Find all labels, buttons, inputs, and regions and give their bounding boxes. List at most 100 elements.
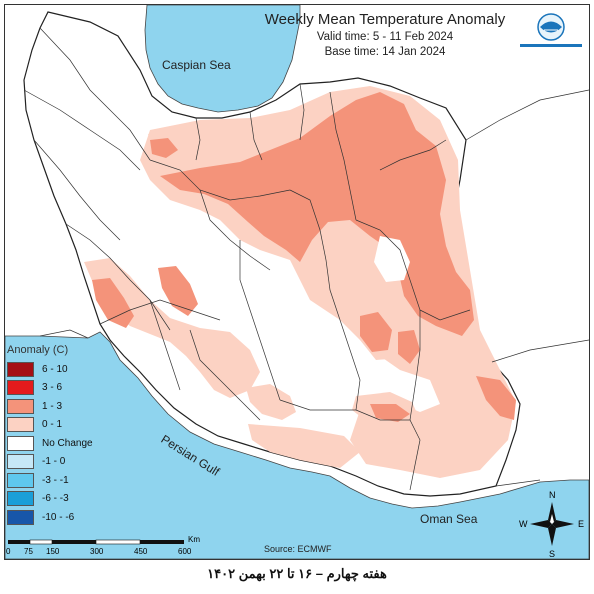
legend: Anomaly (C) 6 - 10 3 - 6 1 - 3 0 - 1 No Chan…	[7, 344, 107, 527]
neighbor-border	[465, 89, 590, 141]
province-border	[409, 310, 421, 421]
compass-rose: N S E W	[519, 490, 584, 559]
compass-west: W	[519, 519, 528, 529]
legend-swatch	[7, 509, 34, 525]
anomaly-zones	[84, 86, 516, 478]
neighbor-borders	[39, 89, 590, 487]
caspian-sea	[144, 4, 301, 113]
scale-tick-label: 0	[6, 547, 11, 556]
province-border	[195, 117, 201, 161]
province-border	[355, 409, 421, 491]
legend-label: 6 - 10	[42, 363, 68, 375]
caspian-sea-label: Caspian Sea	[162, 58, 231, 72]
base-time: Base time: 14 Jan 2024	[324, 46, 446, 58]
scale-segment	[52, 540, 96, 544]
compass-north: N	[549, 490, 556, 500]
neighbor-border	[495, 479, 541, 487]
scale-tick-label: 75	[24, 547, 33, 556]
source-label: Source: ECMWF	[264, 544, 332, 554]
footer-caption: هفته چهارم – ۱۶ تا ۲۲ بهمن ۱۴۰۲	[207, 566, 387, 581]
anomaly-zone-1-3	[150, 138, 178, 158]
compass-south: S	[549, 549, 555, 559]
province-border	[149, 299, 181, 391]
province-border	[149, 159, 291, 201]
compass-needle	[552, 520, 574, 528]
legend-label: -3 - -1	[42, 474, 69, 486]
province-border	[329, 91, 357, 221]
legend-items: 6 - 10 3 - 6 1 - 3 0 - 1 No Change -1 - 0 -3 -…	[7, 360, 107, 527]
province-border	[279, 399, 356, 411]
legend-swatch	[7, 417, 34, 433]
logo-icon	[520, 13, 582, 47]
compass-needle	[548, 502, 556, 524]
anomaly-zone-1-3	[398, 330, 420, 364]
scale-tick-label: 600	[178, 547, 192, 556]
compass-east: E	[578, 519, 584, 529]
legend-label: 1 - 3	[42, 400, 63, 412]
province-border	[379, 139, 447, 171]
province-border	[299, 83, 305, 141]
map-title: Weekly Mean Temperature Anomaly	[264, 11, 506, 28]
anomaly-zone-1-3	[92, 278, 134, 328]
legend-item: 0 - 1	[7, 416, 107, 435]
anomaly-zone-1-3	[370, 404, 410, 422]
province-border	[419, 309, 471, 321]
scale-tick-label: 450	[134, 547, 148, 556]
province-border	[33, 139, 121, 241]
no-change-area	[374, 236, 410, 282]
legend-swatch	[7, 361, 34, 377]
legend-item: No Change	[7, 434, 107, 453]
legend-swatch	[7, 398, 34, 414]
legend-swatch	[7, 380, 34, 396]
scale-tick-label: 150	[46, 547, 60, 556]
valid-time: Valid time: 5 - 11 Feb 2024	[316, 31, 454, 43]
legend-swatch	[7, 472, 34, 488]
legend-label: No Change	[42, 437, 93, 449]
legend-label: -1 - 0	[42, 456, 66, 468]
oman-sea-label: Oman Sea	[420, 512, 478, 526]
map-frame	[4, 4, 590, 560]
legend-item: 6 - 10	[7, 360, 107, 379]
no-change-area	[214, 252, 252, 282]
legend-item: -6 - -3	[7, 490, 107, 509]
legend-item: -1 - 0	[7, 453, 107, 472]
legend-item: 1 - 3	[7, 397, 107, 416]
province-border	[249, 111, 263, 161]
legend-item: 3 - 6	[7, 379, 107, 398]
anomaly-zone-0-1	[248, 424, 360, 468]
neighbor-border	[491, 339, 590, 363]
province-border	[23, 89, 141, 171]
legend-item: -10 - -6	[7, 508, 107, 527]
scale-segment	[140, 540, 184, 544]
province-border	[99, 299, 221, 325]
institute-logo	[516, 12, 586, 54]
anomaly-zone-0-1	[84, 258, 260, 398]
province-border	[325, 259, 361, 411]
legend-swatch	[7, 454, 34, 470]
province-border	[189, 329, 261, 421]
legend-label: -10 - -6	[42, 511, 75, 523]
province-border	[65, 223, 171, 331]
province-border	[199, 189, 271, 271]
scale-bar: 0 75 150 300 450 600 Km	[6, 535, 200, 556]
legend-title: Anomaly (C)	[7, 344, 69, 356]
compass-needle	[530, 520, 552, 528]
scale-tick-label: 300	[90, 547, 104, 556]
legend-label: 3 - 6	[42, 382, 63, 394]
anomaly-zone-0-1	[246, 384, 296, 420]
legend-label: 0 - 1	[42, 419, 63, 431]
legend-swatch	[7, 435, 34, 451]
legend-swatch	[7, 491, 34, 507]
legend-label: -6 - -3	[42, 493, 69, 505]
anomaly-zone-1-3	[158, 266, 198, 316]
compass-needle	[548, 524, 556, 546]
province-border	[289, 189, 327, 261]
scale-segment	[8, 540, 30, 544]
province-border	[355, 219, 421, 311]
province-border	[39, 27, 151, 161]
compass-needle	[550, 514, 554, 524]
province-borders	[23, 27, 471, 491]
anomaly-zone-1-3	[360, 312, 392, 352]
province-border	[239, 240, 281, 401]
